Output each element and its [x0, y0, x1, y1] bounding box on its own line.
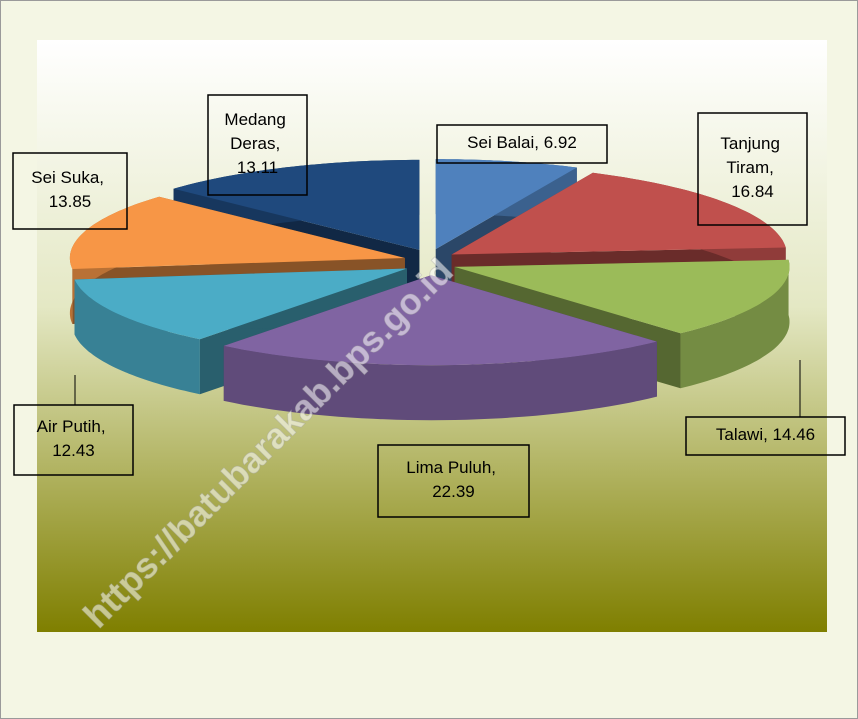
label-text: Sei Balai, 6.92	[467, 133, 577, 152]
label-box	[685, 416, 846, 456]
label-text: Tanjung Tiram, 16.84	[720, 134, 784, 201]
data-label: Air Putih, 12.43	[13, 404, 134, 476]
label-line: Sei Balai, 6.92	[467, 133, 577, 152]
label-line: Talawi, 14.46	[716, 425, 815, 444]
label-line: Air Putih,	[37, 417, 111, 436]
data-label: Sei Suka, 13.85	[12, 152, 128, 230]
slice	[173, 159, 420, 250]
labels: Sei Balai, 6.92 Tanjung Tiram, 16.84 Talaw…	[12, 94, 846, 518]
slice	[74, 268, 408, 340]
label-text: Air Putih, 12.43	[37, 417, 111, 460]
data-label: Tanjung Tiram, 16.84	[697, 112, 808, 226]
label-line: 16.84	[731, 182, 774, 201]
slice	[69, 196, 405, 269]
data-label: Medang Deras, 13.11	[207, 94, 308, 196]
label-text: Lima Puluh, 22.39	[406, 458, 501, 501]
label-box	[13, 404, 134, 476]
slice	[223, 275, 657, 366]
slice-wall	[680, 259, 790, 389]
label-line: 13.11	[237, 158, 278, 177]
slice-wall	[74, 279, 200, 395]
label-line: 13.85	[49, 192, 92, 211]
label-line: Medang	[224, 110, 290, 129]
data-label: Talawi, 14.46	[685, 416, 846, 456]
label-text: Sei Suka, 13.85	[31, 168, 109, 211]
data-label: Lima Puluh, 22.39	[377, 444, 530, 518]
slice	[454, 259, 790, 334]
label-box	[12, 152, 128, 230]
label-line: 12.43	[52, 441, 95, 460]
label-box	[697, 112, 808, 226]
label-line: Lima Puluh,	[406, 458, 501, 477]
slice-wall	[223, 341, 657, 421]
label-text: Medang Deras, 13.11	[224, 110, 290, 177]
data-label: Sei Balai, 6.92	[436, 124, 608, 164]
label-box	[377, 444, 530, 518]
slice	[435, 159, 577, 250]
label-line: Deras,	[230, 134, 285, 153]
pie	[69, 159, 790, 421]
label-line: Tanjung	[720, 134, 784, 153]
label-text: Talawi, 14.46	[716, 425, 815, 444]
label-line: Sei Suka,	[31, 168, 109, 187]
label-box	[207, 94, 308, 196]
label-line: Tiram,	[726, 158, 778, 177]
slice	[451, 172, 786, 255]
label-box	[436, 124, 608, 164]
label-line: 22.39	[432, 482, 475, 501]
